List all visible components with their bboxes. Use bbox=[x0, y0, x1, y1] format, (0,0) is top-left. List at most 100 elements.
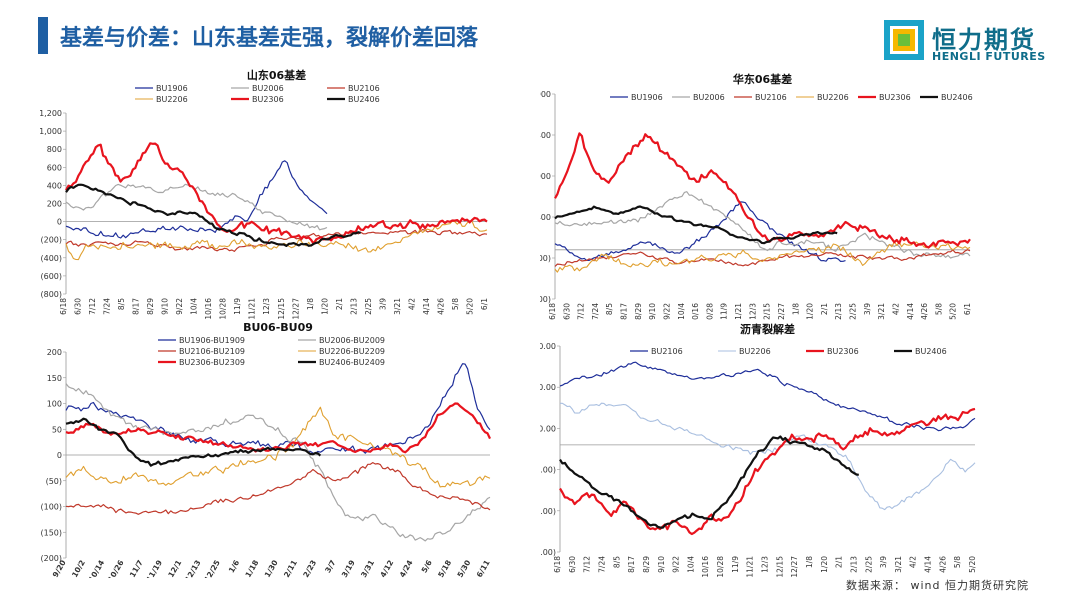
x-tick-label: 4/14 bbox=[924, 556, 933, 573]
x-tick-label: 9/22 bbox=[672, 556, 681, 573]
y-tick-label: 700.00 bbox=[540, 383, 556, 392]
y-tick-label: 100 bbox=[47, 400, 62, 409]
x-tick-label: 10/4 bbox=[677, 303, 686, 320]
legend-label: BU2306-BU2309 bbox=[179, 358, 245, 367]
x-tick-label: 2/25 bbox=[864, 556, 873, 573]
legend-label: BU2406-BU2409 bbox=[319, 358, 385, 367]
x-tick-label: 10/26 bbox=[106, 559, 126, 579]
y-tick-label: 1,400 bbox=[540, 131, 551, 140]
y-tick-label: 600 bbox=[47, 163, 62, 172]
x-tick-label: 6/1 bbox=[480, 298, 489, 310]
legend-label: BU2106 bbox=[348, 84, 380, 93]
x-tick-label: 8/17 bbox=[627, 556, 636, 573]
y-tick-label: 400 bbox=[540, 213, 551, 222]
series-line-bu2406-bu2409 bbox=[65, 417, 322, 467]
x-tick-label: 10/16 bbox=[204, 298, 213, 320]
x-tick-label: 9/22 bbox=[662, 303, 671, 320]
series-line-bu2006 bbox=[554, 191, 971, 259]
x-tick-label: 9/10 bbox=[657, 556, 666, 573]
x-tick-label: 6/18 bbox=[553, 556, 562, 573]
x-tick-label: 11/21 bbox=[734, 303, 743, 320]
x-tick-label: 4/2 bbox=[909, 556, 918, 568]
x-tick-label: 2/13 bbox=[834, 303, 843, 320]
x-tick-label: 2/23 bbox=[301, 559, 318, 579]
x-tick-label: 6/30 bbox=[568, 556, 577, 573]
legend-label: BU2006 bbox=[252, 84, 284, 93]
x-tick-label: 11/21 bbox=[746, 556, 755, 578]
x-tick-label: 4/26 bbox=[938, 556, 947, 573]
y-tick-label: 400 bbox=[47, 181, 62, 190]
x-tick-label: 3/9 bbox=[879, 556, 888, 568]
legend-label: BU2306 bbox=[252, 95, 284, 104]
x-tick-label: 8/29 bbox=[642, 556, 651, 573]
legend-label: BU2306 bbox=[827, 347, 859, 356]
y-tick-label: 1,200 bbox=[39, 109, 62, 118]
x-tick-label: 8/17 bbox=[132, 298, 141, 315]
series-line-bu1906 bbox=[65, 160, 328, 239]
series-line-bu2106 bbox=[65, 229, 488, 252]
y-tick-label: 800 bbox=[47, 145, 62, 154]
chart-title: 华东06基差 bbox=[733, 72, 792, 86]
x-tick-label: 6/30 bbox=[562, 303, 571, 320]
series-line-bu2306 bbox=[559, 407, 976, 536]
x-tick-label: 1/20 bbox=[320, 298, 329, 315]
x-tick-label: 3/19 bbox=[340, 559, 357, 579]
x-tick-label: 12/27 bbox=[291, 298, 300, 320]
y-tick-label: 150 bbox=[47, 374, 62, 383]
chart-bu06-bu09-spread: BU06-BU09 (200) (150) (100) (50) 0 50 100 150 200… bbox=[0, 320, 540, 578]
x-tick-label: 3/7 bbox=[323, 559, 337, 575]
y-tick-label: (200) bbox=[40, 554, 62, 563]
x-tick-label: 10/4 bbox=[190, 298, 199, 315]
series-line-bu2406 bbox=[559, 435, 859, 529]
series-line-bu2206 bbox=[65, 220, 488, 261]
chart-title: BU06-BU09 bbox=[243, 321, 313, 334]
logo-mark-icon bbox=[884, 20, 924, 60]
chart-huadong-basis: 华东06基差 (600) (100) 400 900 1,400 1,900 6/18 6/30… bbox=[540, 66, 1080, 320]
x-tick-label: 12/1 bbox=[166, 559, 183, 579]
x-tick-label: 5/20 bbox=[465, 298, 474, 315]
legend-label: BU2406 bbox=[941, 93, 973, 102]
data-source-note: 数据来源： wind 恒力期货研究院 bbox=[846, 579, 1029, 592]
x-tick-label: 2/25 bbox=[364, 298, 373, 315]
chart-crack-spread-svg: 沥青裂解差 (1,300.00) (800.00) (300.00) 200.00 700… bbox=[540, 322, 977, 578]
x-tick-label: 7/12 bbox=[583, 556, 592, 573]
series-line-bu2306-bu2309 bbox=[65, 402, 491, 454]
series-line-bu2406 bbox=[554, 205, 838, 245]
x-tick-label: 4/26 bbox=[920, 303, 929, 320]
x-tick-label: 1/8 bbox=[805, 556, 814, 568]
y-tick-label: 200 bbox=[47, 200, 62, 209]
x-tick-label: 12/3 bbox=[748, 303, 757, 320]
company-logo: 恒力期货 HENGLI FUTURES bbox=[884, 20, 1054, 64]
logo-name-en: HENGLI FUTURES bbox=[932, 50, 1046, 63]
legend-label: BU2206 bbox=[817, 93, 849, 102]
series-line-bu2106 bbox=[559, 361, 976, 432]
y-tick-label: (800.00) bbox=[540, 507, 556, 516]
x-tick-label: 6/1 bbox=[963, 303, 972, 315]
x-tick-label: 2/1 bbox=[835, 556, 844, 568]
legend-label: BU2206-BU2209 bbox=[319, 347, 385, 356]
legend-label: BU2006 bbox=[693, 93, 725, 102]
y-tick-label: (400) bbox=[40, 254, 62, 263]
y-tick-label: (100) bbox=[40, 503, 62, 512]
x-tick-label: 4/2 bbox=[891, 303, 900, 315]
x-tick-label: 5/20 bbox=[968, 556, 977, 573]
legend-label: BU2206 bbox=[739, 347, 771, 356]
x-tick-label: 6/30 bbox=[74, 298, 83, 315]
series-line-bu2206-bu2209 bbox=[65, 406, 491, 488]
x-tick-label: 5/8 bbox=[934, 303, 943, 315]
x-tick-label: 5/8 bbox=[953, 556, 962, 568]
y-tick-label: 0 bbox=[57, 218, 62, 227]
legend-label: BU2206 bbox=[156, 95, 188, 104]
x-tick-label: 1/8 bbox=[791, 303, 800, 315]
x-tick-label: 10/16 bbox=[701, 556, 710, 578]
chart-huadong-basis-svg: 华东06基差 (600) (100) 400 900 1,400 1,900 6/18 6/30… bbox=[540, 72, 973, 320]
series-line-bu2006 bbox=[65, 183, 328, 231]
x-tick-label: 5/30 bbox=[455, 559, 472, 579]
x-tick-label: 7/24 bbox=[591, 303, 600, 320]
chart-crack-spread: 沥青裂解差 (1,300.00) (800.00) (300.00) 200.00 700… bbox=[540, 320, 1080, 578]
x-tick-label: 4/2 bbox=[407, 298, 416, 310]
series-line-bu2106-bu2109 bbox=[65, 462, 491, 515]
series-line-bu2406 bbox=[65, 183, 361, 247]
x-tick-label: 1/18 bbox=[243, 559, 260, 579]
x-tick-label: 7/24 bbox=[103, 298, 112, 315]
